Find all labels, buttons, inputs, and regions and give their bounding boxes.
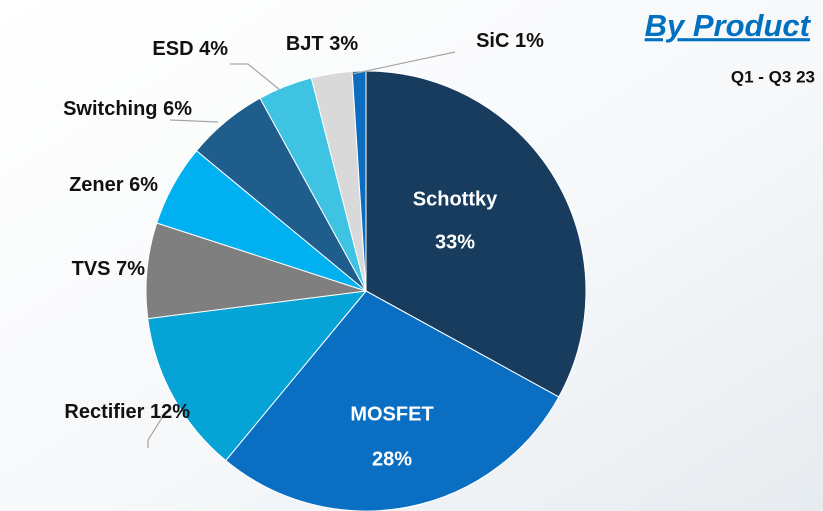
- category-label: Switching: [63, 98, 157, 120]
- chart-subtitle: Q1 - Q3 23: [731, 67, 815, 86]
- slice-label: MOSFET: [350, 403, 433, 425]
- pie-slice: [147, 290, 368, 462]
- chart-title: By Product: [645, 8, 812, 43]
- category-label: BJT: [286, 33, 324, 55]
- category-label: Zener: [69, 174, 124, 196]
- pie-slice: [225, 290, 560, 511]
- leader-line: [230, 63, 281, 91]
- slice-label: TVS 7%: [72, 258, 146, 280]
- slice-label: Switching 6%: [63, 98, 192, 120]
- value-label: 6%: [129, 174, 158, 196]
- value-label: 7%: [116, 258, 145, 280]
- value-label: 28%: [372, 448, 412, 470]
- slice-label: Zener 6%: [69, 174, 158, 196]
- value-label: 33%: [435, 231, 475, 253]
- category-label: Rectifier: [64, 401, 144, 423]
- value-label: 4%: [199, 38, 228, 60]
- pie-slice: [365, 70, 587, 398]
- leader-line: [147, 412, 166, 448]
- slice-label: Schottky: [413, 188, 498, 210]
- category-label: TVS: [72, 258, 111, 280]
- slice-label: BJT 3%: [286, 33, 358, 55]
- slice-label: ESD 4%: [152, 38, 228, 60]
- value-label: 6%: [163, 98, 192, 120]
- value-label: 1%: [515, 30, 544, 52]
- value-label: 3%: [329, 33, 358, 55]
- leader-line: [169, 119, 219, 123]
- category-label: ESD: [152, 38, 193, 60]
- value-label: 12%: [150, 401, 190, 423]
- slice-label: Rectifier 12%: [64, 401, 190, 423]
- category-label: SiC: [476, 30, 509, 52]
- leader-line: [351, 51, 456, 75]
- slice-label: SiC 1%: [476, 30, 544, 52]
